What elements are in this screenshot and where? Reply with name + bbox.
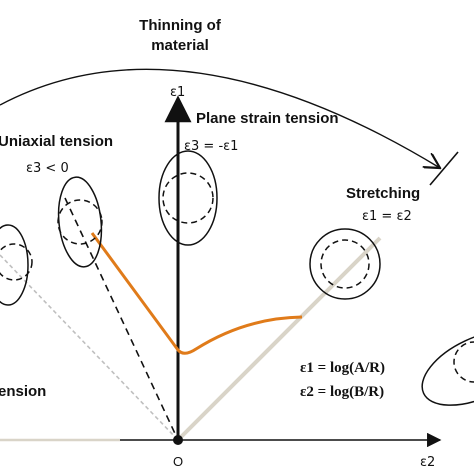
uniaxial-label: Uniaxial tension [0, 133, 113, 150]
plane-strain-label: Plane strain tension [196, 110, 339, 127]
stretching-label: Stretching [346, 185, 420, 202]
uniaxial-initial-circle [57, 199, 103, 245]
eps1-axis-label: ε1 [170, 85, 185, 100]
compression-initial-circle [0, 243, 33, 281]
compression-guide-line [0, 254, 179, 441]
equibiaxial-path-line [176, 236, 382, 442]
thinning-label-line2: material [151, 37, 209, 54]
stretching-deformed-circle [309, 228, 381, 300]
right-initial-circle [453, 341, 474, 383]
thinning-label-line1: Thinning of [139, 17, 222, 34]
compression-deformed-ellipse [0, 224, 29, 306]
thinning-arc-tick [429, 151, 459, 186]
uniaxial-deformed-ellipse [57, 176, 103, 268]
compression-label-partial: ension [0, 383, 46, 400]
eps2-axis-label: ε2 [420, 455, 435, 470]
uniaxial-ellipse-group [57, 176, 103, 268]
origin-label: O [173, 454, 183, 469]
stretching-condition: ε1 = ε2 [362, 209, 412, 224]
forming-limit-curve [90, 232, 303, 355]
uniaxial-condition: ε3 < 0 [26, 161, 69, 176]
right-deformed-ellipse [421, 330, 474, 406]
plane-strain-initial-circle [162, 172, 214, 224]
origin-point [173, 435, 183, 445]
uniaxial-dashed-line [64, 197, 179, 441]
stretching-initial-circle [320, 239, 370, 289]
plane-strain-condition: ε3 = -ε1 [184, 139, 238, 154]
plane-strain-deformed-ellipse [158, 150, 218, 246]
formula-eps1: ε1 = log(A/R) [300, 360, 385, 376]
right-ellipse-group [421, 330, 474, 406]
formula-eps2: ε2 = log(B/R) [300, 384, 384, 400]
thinning-arc [0, 68, 440, 168]
